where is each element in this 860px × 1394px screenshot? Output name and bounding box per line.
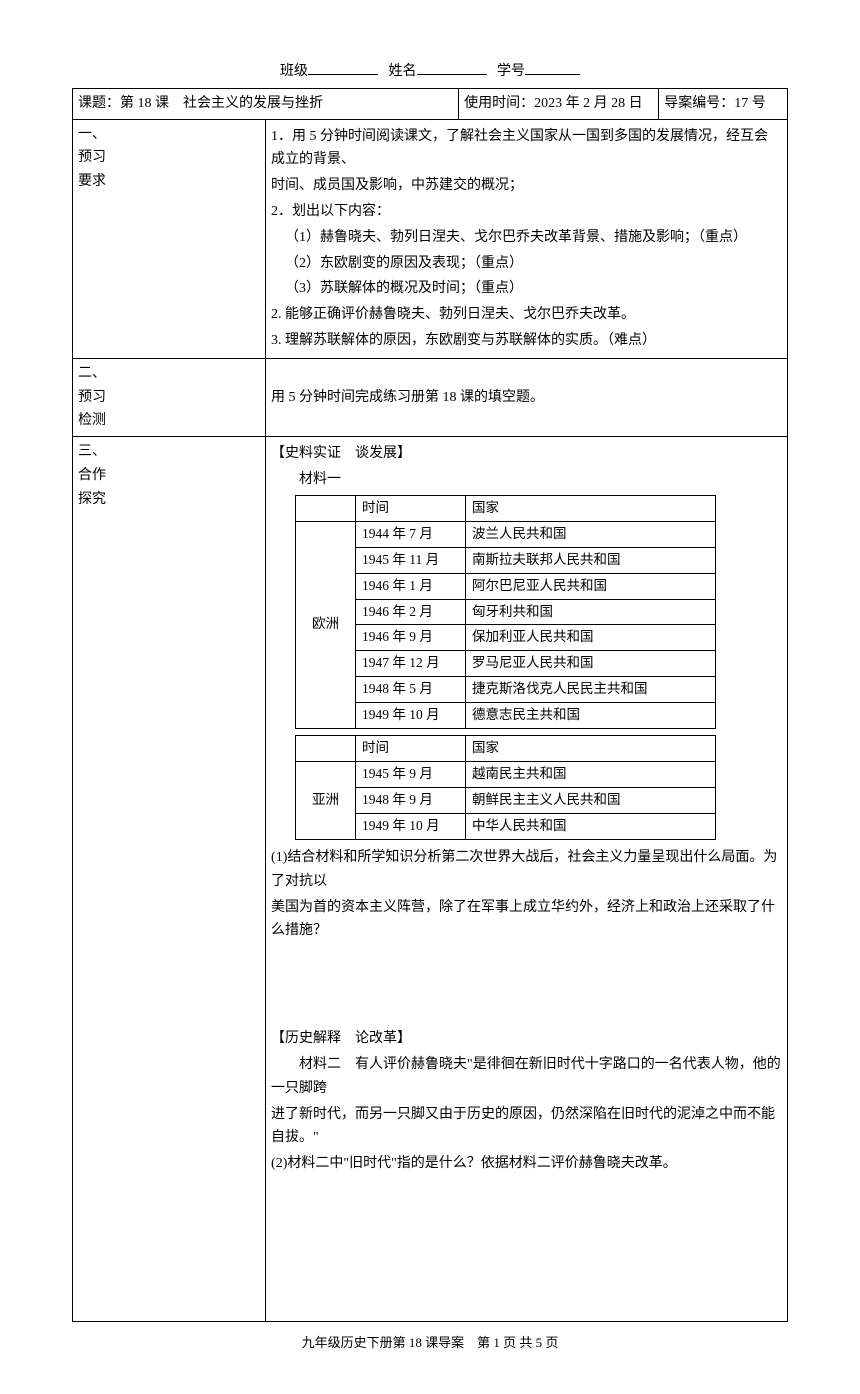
- mat2b: 进了新时代，而另一只脚又由于历史的原因，仍然深陷在旧时代的泥淖之中而不能自拔。": [271, 1103, 782, 1151]
- guide-no-label: 导案编号：: [664, 96, 734, 111]
- eu-t0: 1944 年 7 月: [356, 521, 466, 547]
- sec3-lab2: 探究: [78, 488, 260, 512]
- s1-l4: （2）东欧剧变的原因及表现；（重点）: [271, 252, 782, 276]
- name-blank[interactable]: [417, 61, 487, 75]
- title-row: 课题：第 18 课 社会主义的发展与挫折 使用时间：2023 年 2 月 28 …: [73, 88, 788, 119]
- section-1-row: 一、 预习 要求 1．用 5 分钟时间阅读课文，了解社会主义国家从一国到多国的发…: [73, 119, 788, 358]
- eu-t2: 1946 年 1 月: [356, 573, 466, 599]
- eu-c2: 阿尔巴尼亚人民共和国: [466, 573, 716, 599]
- eu-c1: 南斯拉夫联邦人民共和国: [466, 547, 716, 573]
- eu-t7: 1949 年 10 月: [356, 703, 466, 729]
- asia-table: 时间 国家 亚洲 1945 年 9 月越南民主共和国 1948 年 9 月朝鲜民…: [295, 735, 716, 840]
- s1-l3: （1）赫鲁晓夫、勃列日涅夫、戈尔巴乔夫改革背景、措施及影响；（重点）: [271, 226, 782, 250]
- topic-value: 第 18 课 社会主义的发展与挫折: [120, 96, 323, 111]
- eu-t5: 1947 年 12 月: [356, 651, 466, 677]
- eu-t6: 1948 年 5 月: [356, 677, 466, 703]
- s2-content: 用 5 分钟时间完成练习册第 18 课的填空题。: [271, 374, 782, 422]
- europe-table: 时间 国家 欧洲 1944 年 7 月波兰人民共和国 1945 年 11 月南斯…: [295, 495, 716, 729]
- q1a: (1)结合材料和所学知识分析第二次世界大战后，社会主义力量呈现出什么局面。为了对…: [271, 846, 782, 894]
- as-c1: 朝鲜民主主义人民共和国: [466, 788, 716, 814]
- europe-label: 欧洲: [296, 521, 356, 729]
- sec2-num: 二、: [78, 362, 260, 386]
- sec2-lab2: 检测: [78, 409, 260, 433]
- section-2-row: 二、 预习 检测 用 5 分钟时间完成练习册第 18 课的填空题。: [73, 358, 788, 436]
- guide-no-value: 17 号: [734, 96, 766, 111]
- use-time-label: 使用时间：: [464, 96, 534, 111]
- mat1-label: 材料一: [271, 468, 782, 492]
- sec3-num: 三、: [78, 440, 260, 464]
- class-blank[interactable]: [308, 61, 378, 75]
- s1-l1: 1．用 5 分钟时间阅读课文，了解社会主义国家从一国到多国的发展情况，经互会成立…: [271, 125, 782, 173]
- asia-label: 亚洲: [296, 762, 356, 840]
- sec1-lab1: 预习: [78, 146, 260, 170]
- eu-c3: 匈牙利共和国: [466, 599, 716, 625]
- section-3-row: 三、 合作 探究 【史料实证 谈发展】 材料一 时间 国家 欧洲 1944 年 …: [73, 437, 788, 1322]
- q2: (2)材料二中"旧时代"指的是什么？依据材料二评价赫鲁晓夫改革。: [271, 1152, 782, 1176]
- s1-l7: 3. 理解苏联解体的原因，东欧剧变与苏联解体的实质。（难点）: [271, 329, 782, 353]
- q1b: 美国为首的资本主义阵营，除了在军事上成立华约外，经济上和政治上还采取了什么措施？: [271, 896, 782, 944]
- eu-t3: 1946 年 2 月: [356, 599, 466, 625]
- sec1-num: 一、: [78, 123, 260, 147]
- sec1-lab2: 要求: [78, 170, 260, 194]
- sec2-lab1: 预习: [78, 386, 260, 410]
- eu-t1: 1945 年 11 月: [356, 547, 466, 573]
- id-label: 学号: [497, 64, 525, 79]
- as-t2: 1949 年 10 月: [356, 814, 466, 840]
- eu-c0: 波兰人民共和国: [466, 521, 716, 547]
- mat2a: 材料二 有人评价赫鲁晓夫"是徘徊在新旧时代十字路口的一名代表人物，他的一只脚跨: [271, 1053, 782, 1101]
- th-country: 国家: [466, 495, 716, 521]
- as-c0: 越南民主共和国: [466, 762, 716, 788]
- use-time-value: 2023 年 2 月 28 日: [534, 96, 643, 111]
- s1-l5: （3）苏联解体的概况及时间；（重点）: [271, 277, 782, 301]
- s3-h2: 【历史解释 论改革】: [271, 1027, 782, 1051]
- s1-l1b: 时间、成员国及影响，中苏建交的概况；: [271, 174, 782, 198]
- s1-l6: 2. 能够正确评价赫鲁晓夫、勃列日涅夫、戈尔巴乔夫改革。: [271, 303, 782, 327]
- th-country2: 国家: [466, 736, 716, 762]
- eu-t4: 1946 年 9 月: [356, 625, 466, 651]
- eu-c7: 德意志民主共和国: [466, 703, 716, 729]
- eu-c5: 罗马尼亚人民共和国: [466, 651, 716, 677]
- class-label: 班级: [280, 64, 308, 79]
- name-label: 姓名: [389, 64, 417, 79]
- worksheet-table: 课题：第 18 课 社会主义的发展与挫折 使用时间：2023 年 2 月 28 …: [72, 88, 788, 1322]
- th-time2: 时间: [356, 736, 466, 762]
- th-time: 时间: [356, 495, 466, 521]
- s1-l2: 2．划出以下内容：: [271, 200, 782, 224]
- page-footer: 九年级历史下册第 18 课导案 第 1 页 共 5 页: [72, 1332, 788, 1354]
- eu-c6: 捷克斯洛伐克人民民主共和国: [466, 677, 716, 703]
- as-t0: 1945 年 9 月: [356, 762, 466, 788]
- eu-c4: 保加利亚人民共和国: [466, 625, 716, 651]
- as-t1: 1948 年 9 月: [356, 788, 466, 814]
- s3-h1: 【史料实证 谈发展】: [271, 442, 782, 466]
- id-blank[interactable]: [525, 61, 580, 75]
- sec3-lab1: 合作: [78, 464, 260, 488]
- as-c2: 中华人民共和国: [466, 814, 716, 840]
- topic-label: 课题：: [78, 96, 120, 111]
- header-fill-line: 班级 姓名 学号: [72, 60, 788, 84]
